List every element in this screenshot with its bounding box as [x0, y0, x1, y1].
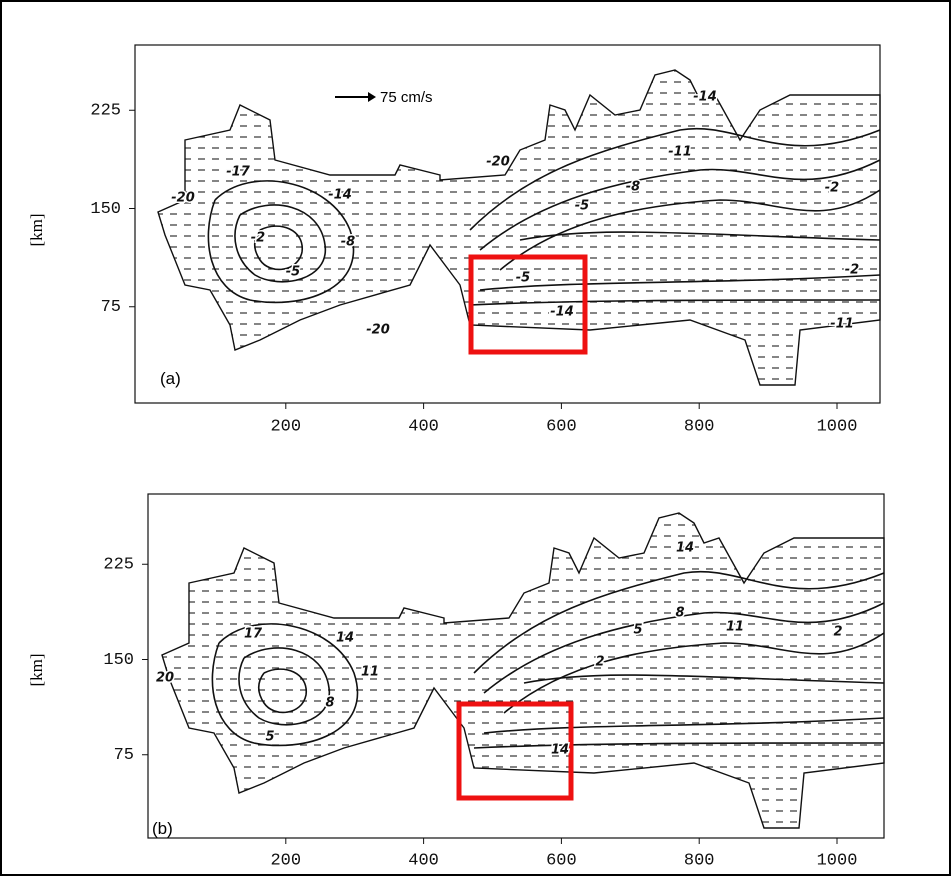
scale-label: 75 cm/s — [380, 89, 433, 106]
contour-label: 14 — [336, 631, 354, 646]
x-tick-label: 1000 — [817, 851, 858, 870]
contour-label: -11 — [830, 317, 854, 332]
x-tick-label: 800 — [684, 851, 715, 870]
y-tick-label: 150 — [103, 651, 134, 670]
contour-label: -5 — [516, 271, 530, 286]
highlight-box — [468, 254, 588, 355]
contour-label: -20 — [171, 191, 195, 206]
contour-label: 8 — [675, 606, 684, 621]
x-tick-label: 600 — [546, 851, 577, 870]
x-tick-label: 400 — [408, 851, 439, 870]
y-axis-label: [km] — [27, 213, 46, 246]
contour-label: -2 — [251, 231, 265, 246]
x-tick-label: 200 — [270, 851, 301, 870]
y-tick-label: 225 — [103, 556, 134, 575]
x-tick-label: 600 — [546, 417, 577, 436]
contour-label: -20 — [366, 323, 390, 338]
contour-label: -8 — [626, 180, 640, 195]
x-tick-label: 800 — [684, 417, 715, 436]
contour-label: 20 — [156, 671, 174, 686]
contour-label: 2 — [595, 655, 604, 670]
contour-label: 11 — [726, 620, 744, 635]
contour-label: -8 — [341, 235, 355, 250]
contour-label: -17 — [226, 165, 250, 180]
y-tick-label: 150 — [90, 200, 121, 219]
y-tick-label: 75 — [114, 746, 134, 765]
x-tick-label: 400 — [408, 417, 439, 436]
contour-label: 5 — [265, 730, 274, 745]
contour-label: 17 — [244, 627, 263, 642]
contour-label: -14 — [550, 305, 574, 320]
contour-label: -14 — [328, 188, 352, 203]
contour-label: 11 — [361, 665, 379, 680]
contour-label: 14 — [551, 743, 569, 758]
contour-label: 2 — [833, 625, 842, 640]
panel-label: (a) — [160, 369, 181, 388]
highlight-box — [456, 701, 574, 801]
contour-label: -11 — [668, 145, 692, 160]
contour-label: -14 — [693, 90, 717, 105]
scale-arrowhead — [368, 92, 376, 102]
contour-label: 14 — [676, 541, 694, 556]
x-tick-label: 1000 — [817, 417, 858, 436]
y-axis-label: [km] — [27, 653, 46, 686]
y-tick-label: 75 — [101, 298, 121, 317]
contour-label: -5 — [575, 199, 589, 214]
contour-label: -2 — [825, 181, 839, 196]
panel-label: (b) — [152, 819, 173, 838]
contour-label: -5 — [286, 265, 300, 280]
contour-label: -20 — [486, 155, 510, 170]
contour-label: 8 — [325, 696, 334, 711]
contour-label: -2 — [845, 263, 859, 278]
x-tick-label: 200 — [270, 417, 301, 436]
panel: 75 cm/s (a) [km] 200 400 600 800 1000 225 150 7… — [27, 44, 881, 436]
y-tick-label: 225 — [90, 102, 121, 121]
contour-label: 5 — [633, 623, 642, 638]
